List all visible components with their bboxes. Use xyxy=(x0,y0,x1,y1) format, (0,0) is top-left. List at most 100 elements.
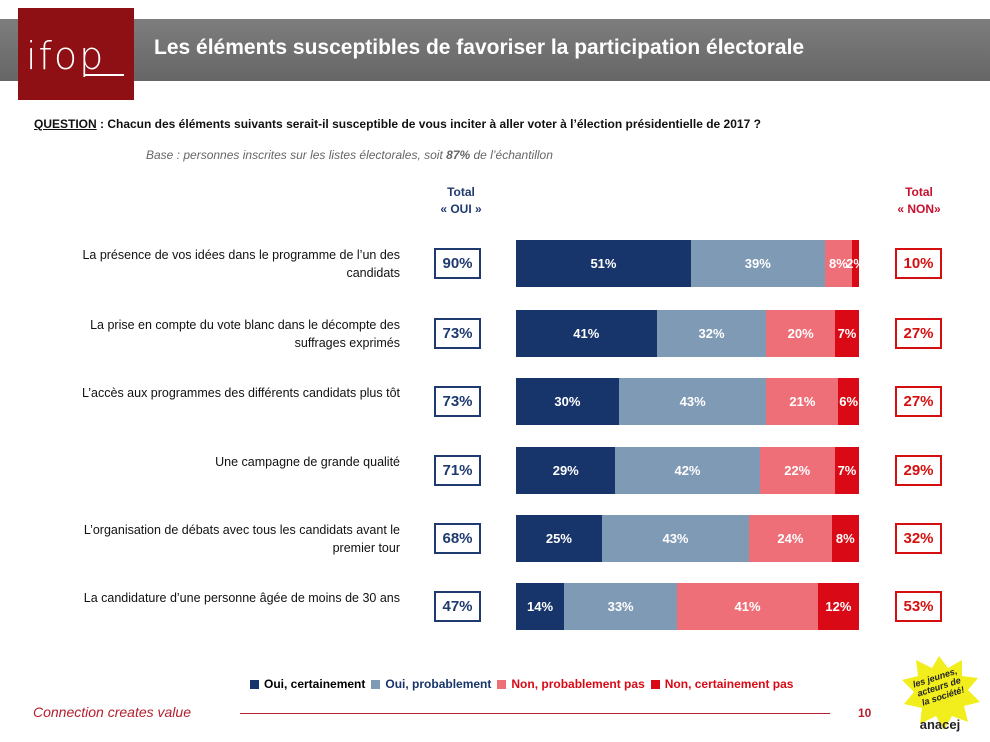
bar-data-label: 6% xyxy=(839,394,859,409)
total-oui-value: 47% xyxy=(434,591,481,622)
bar-segment-non-probablement-pas: 22% xyxy=(759,447,835,494)
bar-data-label: 42% xyxy=(674,463,701,478)
legend-swatch-non-probablement-pas xyxy=(497,679,507,689)
bar-data-label: 2% xyxy=(846,256,865,271)
page-number: 10 xyxy=(858,706,872,720)
page-title: Les éléments susceptibles de favoriser l… xyxy=(154,36,805,59)
bar-segment-non-certainement-pas: 8% xyxy=(831,515,859,562)
bar-segment-non-certainement-pas: 7% xyxy=(834,310,859,357)
base-note: Base : personnes inscrites sur les liste… xyxy=(146,148,553,162)
total-non-value: 53% xyxy=(895,591,942,622)
stacked-bar: 29% 42% 22% 7% xyxy=(516,447,859,494)
bar-data-label: 14% xyxy=(526,599,554,614)
legend: Oui, certainement Oui, probablement Non,… xyxy=(250,677,799,691)
stacked-bar: 30% 43% 21% 6% xyxy=(516,378,859,425)
bar-segment-oui-certainement: 29% xyxy=(516,447,616,494)
legend-swatch-oui-probablement xyxy=(371,679,381,689)
base-prefix: Base : personnes inscrites sur les liste… xyxy=(146,148,447,162)
logo-text: ifop xyxy=(26,34,106,78)
legend-swatch-non-certainement-pas xyxy=(650,679,660,689)
legend-item-oui-certainement: Oui, certainement xyxy=(250,677,365,691)
category-label: L’accès aux programmes des différents ca… xyxy=(82,386,400,400)
bar-data-label: 21% xyxy=(789,394,816,409)
legend-item-oui-probablement: Oui, probablement xyxy=(371,677,491,691)
bar-segment-oui-probablement: 32% xyxy=(656,310,767,357)
category-label: L’organisation de débats avec tous les c… xyxy=(83,523,400,555)
bar-data-label: 7% xyxy=(837,463,857,478)
total-non-value: 27% xyxy=(895,386,942,417)
total-oui-value: 90% xyxy=(434,248,481,279)
stacked-bar: 25% 43% 24% 8% xyxy=(516,515,859,562)
logo-underline xyxy=(84,74,124,76)
bar-segment-oui-certainement: 41% xyxy=(516,310,657,357)
bar-data-label: 25% xyxy=(545,531,572,546)
legend-label: Non, probablement pas xyxy=(511,677,645,691)
bar-data-label: 41% xyxy=(573,326,600,341)
stacked-bar: 41% 32% 20% 7% xyxy=(516,310,859,357)
ifop-logo: ifop xyxy=(18,8,134,100)
footer-tagline: Connection creates value xyxy=(33,704,191,720)
anacej-burst-shape xyxy=(902,656,980,730)
bar-data-label: 30% xyxy=(554,394,581,409)
legend-label: Oui, probablement xyxy=(385,677,492,691)
stacked-bar: 14% 33% 41% 12% xyxy=(516,583,859,630)
bar-segment-non-certainement-pas: 7% xyxy=(834,447,859,494)
total-non-line2: « NON» xyxy=(897,202,941,216)
total-non-value: 10% xyxy=(895,248,942,279)
bar-data-label: 24% xyxy=(777,531,804,546)
base-pct: 87% xyxy=(446,148,471,162)
total-oui-line1: Total xyxy=(447,185,475,199)
bar-segment-oui-probablement: 42% xyxy=(615,447,760,494)
question-text: QUESTION : Chacun des éléments suivants … xyxy=(34,117,761,131)
bar-segment-non-probablement-pas: 20% xyxy=(766,310,835,357)
bar-data-label: 8% xyxy=(829,256,848,271)
bar-segment-oui-certainement: 14% xyxy=(516,583,565,630)
total-non-value: 29% xyxy=(895,455,942,486)
legend-label: Non, certainement pas xyxy=(664,677,794,691)
category-label: La prise en compte du vote blanc dans le… xyxy=(90,318,400,350)
bar-segment-oui-probablement: 43% xyxy=(601,515,750,562)
bar-segment-non-certainement-pas: 6% xyxy=(838,378,859,425)
bar-segment-oui-probablement: 39% xyxy=(690,240,825,287)
legend-item-non-certainement-pas: Non, certainement pas xyxy=(650,677,794,691)
bar-segment-oui-probablement: 43% xyxy=(618,378,767,425)
bar-data-label: 20% xyxy=(787,326,814,341)
base-suffix: de l’échantillon xyxy=(470,148,553,162)
bar-data-label: 33% xyxy=(607,599,634,614)
category-label: Une campagne de grande qualité xyxy=(215,455,400,469)
bar-data-label: 8% xyxy=(835,531,855,546)
bar-data-label: 32% xyxy=(698,326,725,341)
bar-data-label: 12% xyxy=(825,599,852,614)
bar-segment-non-probablement-pas: 41% xyxy=(677,583,818,630)
total-oui-line2: « OUI » xyxy=(440,202,482,216)
bar-segment-oui-certainement: 51% xyxy=(516,240,691,287)
total-non-line1: Total xyxy=(905,185,933,199)
bar-data-label: 29% xyxy=(552,463,579,478)
bar-data-label: 41% xyxy=(734,599,761,614)
bar-segment-non-certainement-pas: 12% xyxy=(817,583,859,630)
footer-divider xyxy=(240,713,830,714)
question-body: : Chacun des éléments suivants serait-il… xyxy=(96,117,761,131)
total-oui-header: Total « OUI » xyxy=(416,184,506,218)
anacej-logo: les jeunes, acteurs de la société! anace… xyxy=(902,656,980,732)
header-bar xyxy=(0,19,990,81)
category-label: La candidature d’une personne âgée de mo… xyxy=(83,591,400,605)
bar-data-label: 22% xyxy=(784,463,811,478)
bar-data-label: 43% xyxy=(662,531,689,546)
bar-segment-oui-certainement: 25% xyxy=(516,515,602,562)
bar-segment-non-probablement-pas: 21% xyxy=(766,378,839,425)
bar-segment-non-certainement-pas: 2% xyxy=(846,240,865,287)
total-non-header: Total « NON» xyxy=(870,184,968,218)
total-oui-value: 73% xyxy=(434,386,481,417)
bar-segment-non-probablement-pas: 24% xyxy=(749,515,832,562)
bar-data-label: 39% xyxy=(744,256,771,271)
total-oui-value: 71% xyxy=(434,455,481,486)
total-oui-value: 73% xyxy=(434,318,481,349)
legend-swatch-oui-certainement xyxy=(250,679,259,689)
question-label: QUESTION xyxy=(34,117,97,131)
bar-segment-oui-certainement: 30% xyxy=(516,378,619,425)
total-oui-value: 68% xyxy=(434,523,481,554)
stacked-bar: 51% 39% 8% 2% xyxy=(516,240,865,287)
bar-data-label: 51% xyxy=(590,256,617,271)
bar-data-label: 7% xyxy=(837,326,857,341)
